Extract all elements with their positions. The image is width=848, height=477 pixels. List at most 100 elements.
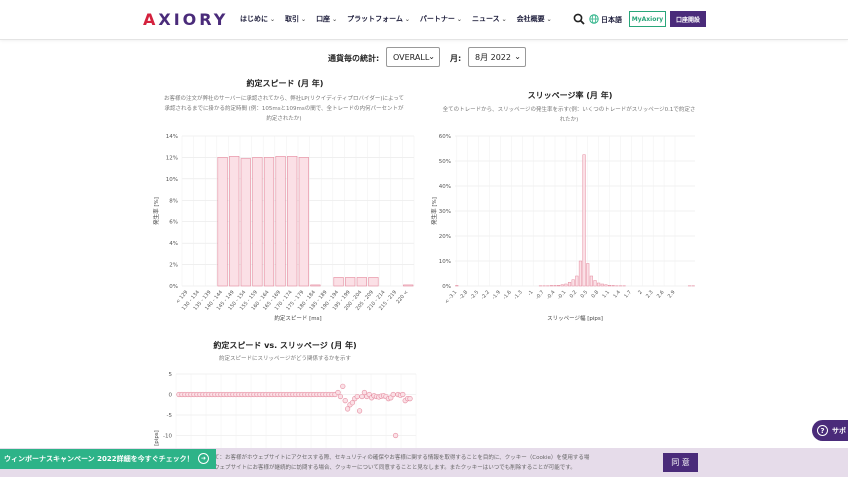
bar [553, 285, 557, 287]
x-tick-label: 0.8 [590, 289, 600, 299]
nav-item-6[interactable]: 会社概要 ⌄ [517, 14, 552, 24]
support-label: サポ [832, 426, 846, 435]
bar [333, 277, 344, 287]
search-icon[interactable] [573, 13, 585, 25]
help-icon: ? [817, 425, 828, 436]
nav-item-0[interactable]: はじめに ⌄ [240, 14, 275, 24]
globe-icon [589, 14, 599, 24]
scatter-point [337, 393, 343, 400]
campaign-banner[interactable]: ウィンボーナスキャンペーン 2022詳細を今すぐチェック！ ➜ [0, 449, 216, 469]
cookie-agree-button[interactable]: 同 意 [663, 453, 698, 472]
x-axis-label: スリッページ幅 [pips] [547, 314, 603, 322]
x-tick-label: 220 < [395, 289, 409, 305]
y-tick-label: 0% [169, 284, 178, 290]
bar [356, 277, 367, 287]
y-tick-label: 6% [169, 220, 178, 226]
x-tick-label: 2.9 [667, 289, 677, 299]
currency-select-value: OVERALL [393, 52, 430, 62]
chevron-down-icon: ⌄ [514, 52, 521, 61]
bar [455, 285, 459, 287]
chevron-down-icon: ⌄ [501, 15, 507, 23]
y-tick-label: 4% [169, 241, 178, 247]
chevron-down-icon: ⌄ [404, 15, 410, 23]
bar [275, 156, 286, 287]
y-tick-label: 10% [166, 177, 178, 183]
x-tick-label: -1.9 [491, 289, 502, 300]
bar [403, 284, 414, 287]
nav-item-1[interactable]: 取引 ⌄ [285, 14, 306, 24]
nav-item-5[interactable]: ニュース ⌄ [472, 14, 507, 24]
x-tick-label: 1.7 [623, 289, 633, 299]
myaxiory-button[interactable]: MyAxiory [629, 11, 666, 27]
bar [217, 157, 228, 287]
bar [560, 284, 564, 287]
bar [252, 157, 263, 287]
chart2-subtitle: 全てのトレードから、スリッページの発生率を示す(例：いくつのトレードがスリッペー… [442, 107, 696, 123]
y-axis-label: 発生率 [%] [152, 197, 160, 225]
bar [345, 277, 356, 287]
x-tick-label: -0.7 [535, 289, 546, 300]
bar [263, 157, 275, 287]
chevron-down-icon: ⌄ [546, 15, 552, 23]
open-account-button[interactable]: 口座開設 [670, 11, 706, 27]
scatter-point [342, 398, 348, 404]
cookie-text: て：お客様がホウェブサイトにアクセスする際、セキュリティの確保やお客様に関する情… [214, 455, 590, 471]
chevron-down-icon: ⌄ [301, 15, 307, 23]
x-tick-label: -2.5 [469, 289, 480, 300]
x-tick-label: 0.2 [569, 289, 579, 299]
site-header: AXIORY はじめに ⌄ 取引 ⌄ 口座 ⌄ プラットフォーム ⌄ パートナー ⌄ ニュース ⌄ 会社… [0, 0, 848, 40]
x-tick-label: -1 [527, 289, 535, 297]
nav-item-2[interactable]: 口座 ⌄ [316, 14, 337, 24]
scatter-point [357, 408, 363, 414]
x-tick-label: -0.4 [546, 289, 557, 300]
language-selector[interactable]: 日本語 [601, 16, 622, 24]
nav-item-label: 取引 [285, 15, 300, 23]
x-tick-label: 2.6 [656, 289, 666, 299]
x-tick-label: 1.4 [612, 289, 622, 299]
x-tick-label: 2.3 [645, 289, 655, 299]
bar [240, 158, 251, 287]
nav-item-label: 会社概要 [516, 15, 545, 23]
bar [549, 285, 553, 287]
nav-item-4[interactable]: パートナー ⌄ [420, 14, 462, 24]
nav-item-label: はじめに [240, 15, 268, 23]
bar [611, 285, 615, 287]
nav-item-label: 口座 [316, 15, 331, 23]
y-tick-label: 40% [439, 184, 451, 190]
y-axis-label: 発生率 [%] [430, 197, 438, 225]
axiory-logo[interactable]: AXIORY [143, 10, 229, 29]
scatter-point [400, 391, 406, 398]
chart1-title: 約定スピード (月 年) [246, 79, 324, 88]
x-tick-label: < -3.1 [444, 289, 459, 305]
x-tick-label: -2.2 [480, 289, 491, 300]
y-tick-label: 2% [169, 263, 178, 269]
x-tick-label: -1.3 [513, 289, 524, 300]
bar [597, 282, 601, 287]
y-tick-label: 8% [169, 198, 178, 204]
month-select[interactable]: 8月 2022 ⌄ [468, 47, 526, 67]
x-axis-label: 約定スピード [ms] [274, 314, 321, 322]
bar [229, 156, 240, 287]
bar [575, 275, 579, 287]
support-button[interactable]: ? サポ [812, 420, 848, 441]
y-axis-label: [pips] [154, 430, 160, 446]
x-tick-label: 2 [637, 289, 644, 295]
y-tick-label: 50% [439, 159, 451, 165]
bar [298, 157, 309, 287]
bar [567, 282, 572, 287]
chevron-down-icon: ⌄ [332, 15, 338, 23]
month-select-value: 8月 2022 [475, 52, 511, 62]
y-tick-label: 10% [439, 259, 451, 265]
y-tick-label: 60% [439, 134, 451, 140]
scatter-point [407, 395, 413, 402]
scatter-point [354, 393, 360, 400]
currency-select[interactable]: OVERALL ⌄ [386, 47, 440, 67]
nav-item-3[interactable]: プラットフォーム ⌄ [347, 14, 410, 24]
bar [604, 284, 608, 287]
y-tick-label: 0 [169, 393, 173, 399]
y-tick-label: -5 [167, 413, 173, 419]
nav-item-label: パートナー [419, 15, 455, 23]
x-tick-label: -0.1 [557, 289, 568, 300]
